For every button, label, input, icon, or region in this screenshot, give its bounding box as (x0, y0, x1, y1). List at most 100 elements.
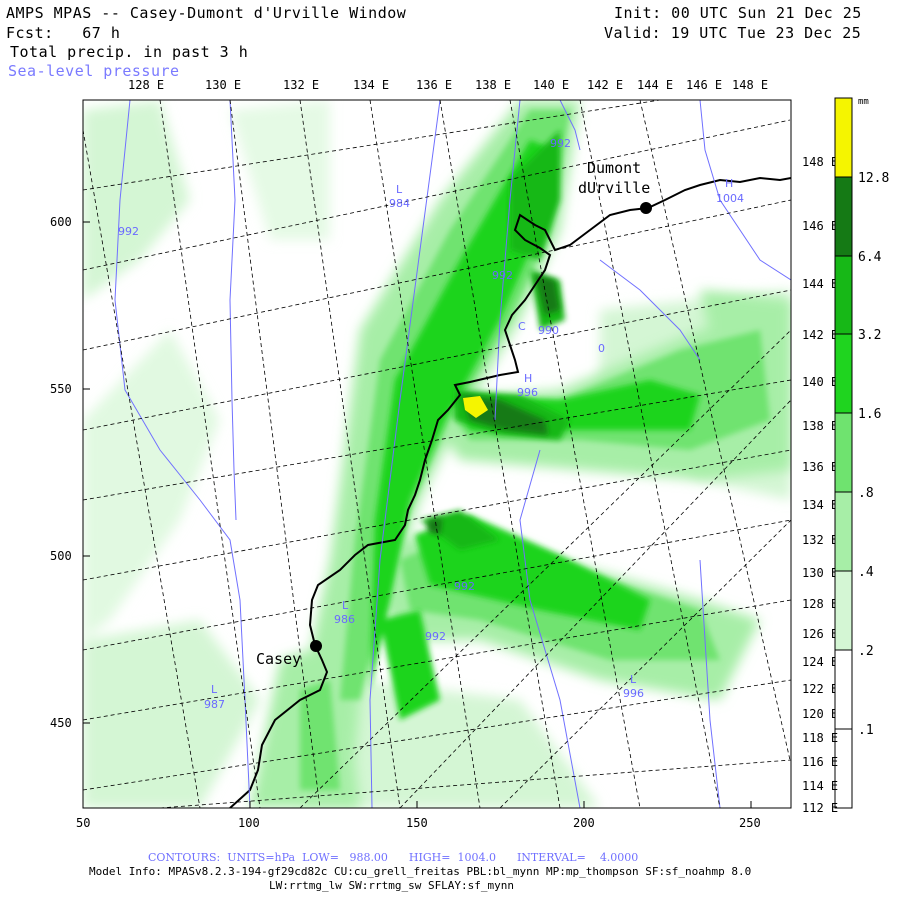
x-tick-label: 50 (76, 816, 90, 830)
contours-label: CONTOURS: (148, 851, 221, 864)
colorbar-swatches (835, 98, 852, 730)
top-lon-label: 148 E (732, 78, 768, 92)
right-lon-label: 126 E (802, 627, 838, 641)
pressure-label: H (524, 372, 532, 385)
station-dumont-label: Dumont (587, 159, 641, 177)
pressure-label: L (342, 599, 349, 612)
colorbar-unit: mm (858, 97, 869, 107)
y-tick-label: 600 (50, 215, 72, 229)
colorbar-swatch (835, 334, 852, 413)
model-info: Model Info: MPASv8.2.3-194-gf29cd82c CU:… (89, 865, 752, 878)
top-lon-label: 142 E (587, 78, 623, 92)
colorbar-labels: 12.8 6.4 3.2 1.6 .8 .4 .2 .1 (858, 171, 889, 738)
pressure-labels: L 984 992 992 H 1004 992 C 990 0 H 996 L… (118, 137, 744, 711)
contours-interval: INTERVAL= 4.0000 (516, 851, 639, 864)
coastline (229, 176, 791, 808)
right-lon-label: 128 E (802, 597, 838, 611)
right-lon-label: 144 E (802, 277, 838, 291)
pressure-label: 990 (538, 324, 559, 337)
pressure-label: L (211, 683, 218, 696)
station-casey-dot (310, 640, 322, 652)
field-name: Total precip. in past 3 h (10, 43, 249, 61)
colorbar-level-label: .1 (858, 723, 874, 738)
pressure-label: 984 (389, 197, 410, 210)
pressure-contours (114, 100, 791, 808)
pressure-label: 1004 (716, 192, 744, 205)
right-lon-label: 130 E (802, 566, 838, 580)
graticule (83, 100, 791, 808)
colorbar-swatch (835, 256, 852, 334)
overlay-name: Sea-level pressure (8, 62, 180, 80)
colorbar-level-label: 6.4 (858, 250, 882, 265)
right-lon-label: 118 E (802, 731, 838, 745)
top-lon-label: 134 E (353, 78, 389, 92)
right-lon-label: 112 E (802, 801, 838, 815)
right-lon-labels: 148 E 146 E 144 E 142 E 140 E 138 E 136 … (802, 155, 838, 815)
top-lon-label: 132 E (283, 78, 319, 92)
pressure-label: 996 (517, 386, 538, 399)
pressure-label: 986 (334, 613, 355, 626)
colorbar-level-label: 3.2 (858, 328, 881, 343)
colorbar-frame (834, 97, 853, 809)
right-lon-label: 114 E (802, 779, 838, 793)
pressure-label: C (518, 320, 526, 333)
top-lon-label: 130 E (205, 78, 241, 92)
right-lon-label: 132 E (802, 533, 838, 547)
pressure-label: L (396, 183, 403, 196)
pressure-label: 992 (550, 137, 571, 150)
colorbar-swatch (835, 413, 852, 492)
station-dumont-dot (640, 202, 652, 214)
y-tick-label: 550 (50, 382, 72, 396)
pressure-label: 992 (454, 580, 475, 593)
y-tick-label: 450 (50, 716, 72, 730)
pressure-label: 0 (598, 342, 605, 355)
colorbar-level-label: .4 (858, 565, 874, 580)
fcst-value: 67 h (82, 24, 121, 42)
x-tick-label: 200 (573, 816, 595, 830)
colorbar-swatch (835, 177, 852, 256)
colorbar-level-label: .8 (858, 486, 874, 501)
contours-high: HIGH= 1004.0 (408, 851, 496, 864)
right-lon-label: 142 E (802, 328, 838, 342)
colorbar-swatch (835, 98, 852, 177)
x-axis-ticks: 50 100 150 200 250 (76, 801, 761, 830)
right-lon-label: 124 E (802, 655, 838, 669)
model-info-2: LW:rrtmg_lw SW:rrtmg_sw SFLAY:sf_mynn (269, 879, 515, 892)
y-axis-ticks: 600 550 500 450 (50, 215, 90, 730)
top-lon-label: 146 E (686, 78, 722, 92)
fcst-label: Fcst: (6, 24, 54, 42)
pressure-label: 992 (425, 630, 446, 643)
right-lon-label: 146 E (802, 219, 838, 233)
contours-low: LOW= 988.00 (302, 851, 388, 864)
colorbar-swatch (835, 492, 852, 571)
plot-frame (82, 99, 792, 809)
right-lon-label: 134 E (802, 498, 838, 512)
right-lon-label: 140 E (802, 375, 838, 389)
x-tick-label: 150 (406, 816, 428, 830)
valid-time: Valid: 19 UTC Tue 23 Dec 25 (604, 24, 862, 42)
precip-max-spot (463, 396, 488, 418)
y-tick-label: 500 (50, 549, 72, 563)
top-lon-label: 140 E (533, 78, 569, 92)
pressure-label: 992 (492, 269, 513, 282)
right-lon-label: 122 E (802, 682, 838, 696)
pressure-label: 987 (204, 698, 225, 711)
map-title: AMPS MPAS -- Casey-Dumont d'Urville Wind… (6, 4, 407, 22)
top-lon-label: 128 E (128, 78, 164, 92)
station-casey-label: Casey (256, 650, 301, 668)
pressure-label: 996 (623, 687, 644, 700)
x-tick-label: 100 (238, 816, 260, 830)
pressure-label: H (725, 177, 733, 190)
right-lon-label: 116 E (802, 755, 838, 769)
right-lon-label: 138 E (802, 419, 838, 433)
colorbar-level-label: .2 (858, 644, 874, 659)
top-lon-labels: 128 E 130 E 132 E 134 E 136 E 138 E 140 … (128, 78, 768, 92)
station-durville-label: dUrville (578, 179, 650, 197)
precip-shading (83, 100, 791, 808)
right-lon-label: 148 E (802, 155, 838, 169)
forecast-label: Fcst: 67 h (6, 24, 120, 42)
map-plot-area (83, 100, 791, 808)
contour-info: CONTOURS: UNITS=hPa LOW= 988.00 HIGH= 10… (148, 851, 638, 864)
top-lon-label: 138 E (475, 78, 511, 92)
